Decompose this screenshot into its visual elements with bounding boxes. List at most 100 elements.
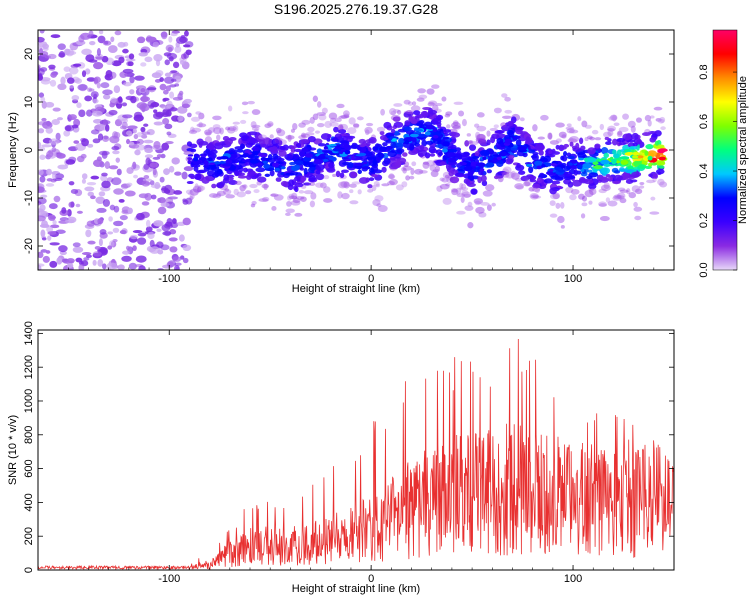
spectrogram-cell	[436, 114, 444, 121]
spectrogram-cell	[655, 168, 665, 175]
spectrogram-cell	[174, 171, 182, 176]
spectrogram-cell	[572, 147, 582, 153]
spectrogram-cell	[647, 150, 657, 158]
spectrogram-cell	[222, 188, 232, 196]
spectrogram-cell	[107, 245, 113, 250]
spectrogram-cell	[264, 173, 271, 177]
spectrogram-cell	[551, 180, 561, 185]
spectrogram-cell	[346, 135, 356, 139]
spectrogram-cell	[271, 205, 277, 211]
spectrogram-cell	[649, 211, 660, 215]
spectrogram-cell	[274, 167, 281, 172]
spectrogram-cell	[203, 164, 210, 169]
spectrogram-cell	[213, 126, 222, 135]
spectrogram-cell	[96, 48, 101, 57]
spectrogram-cell	[72, 242, 81, 248]
spectrogram-cell	[122, 114, 133, 119]
spectrogram-cell	[366, 142, 371, 147]
spectrogram-cell	[333, 126, 339, 133]
spectrogram-cell	[298, 190, 305, 194]
spectrogram-cell	[153, 121, 164, 126]
spectrogram-cell	[170, 78, 177, 82]
spectrogram-cell	[99, 126, 107, 131]
spectrogram-cell	[107, 231, 114, 235]
spectrogram-cell	[40, 96, 46, 103]
spectrogram-cell	[603, 131, 612, 138]
spectrogram-cell	[93, 93, 98, 100]
spectrogram-cell	[232, 121, 241, 125]
spectrogram-cell	[85, 229, 92, 238]
colorbar-label: Normalized spectral amplitude	[737, 76, 749, 224]
spectrogram-cell	[502, 171, 510, 178]
spectrogram-cell	[422, 161, 429, 165]
spectrogram-cell	[303, 182, 312, 186]
spectrogram-cell	[486, 169, 492, 174]
spectrogram-cell	[104, 161, 111, 169]
spectrogram-cell	[616, 138, 626, 143]
spectrogram-cell	[515, 139, 522, 147]
spectrogram-cell	[463, 166, 473, 171]
spectrogram-cell	[437, 151, 443, 156]
spectrogram-cell	[108, 216, 113, 222]
snr-frame	[37, 329, 675, 571]
spectrogram-cell	[557, 215, 565, 224]
spectrogram-cell	[169, 91, 175, 99]
spectrogram-cell	[181, 103, 190, 109]
spectrogram-cell	[594, 137, 602, 141]
spectrogram-cell	[548, 132, 553, 140]
spectrogram-cell	[367, 184, 373, 189]
spectrogram-cell	[656, 160, 666, 166]
spectrogram-cell	[493, 124, 499, 129]
spectrogram-cell	[410, 105, 421, 112]
spectrogram-cell	[164, 123, 173, 130]
spectrogram-cell	[531, 187, 541, 192]
spectrogram-cell	[456, 193, 466, 198]
spectrogram-cell	[480, 174, 487, 182]
spectrogram-cell	[456, 210, 466, 215]
spectrogram-cell	[638, 164, 647, 169]
spectrogram-cell	[95, 56, 104, 60]
spectrogram-cell	[251, 124, 261, 128]
spectrogram-cell	[636, 155, 644, 159]
spectrogram-x-tick-label: 0	[368, 273, 374, 285]
spectrogram-cell	[173, 190, 183, 195]
spectrogram-cell	[580, 145, 586, 151]
spectrogram-cell	[323, 145, 329, 150]
spectrogram-cell	[160, 202, 170, 207]
spectrogram-cell	[168, 165, 175, 173]
spectrogram-cell	[491, 202, 496, 207]
spectrogram-cell	[290, 165, 300, 171]
spectrogram-cell	[619, 189, 629, 193]
spectrogram-cell	[629, 146, 638, 150]
spectrogram-cell	[568, 129, 579, 134]
spectrogram-cell	[279, 146, 286, 151]
spectrogram-cell	[402, 165, 412, 171]
spectrogram-cell	[514, 126, 525, 131]
spectrogram-cell	[45, 183, 55, 187]
spectrogram-cell	[439, 183, 450, 190]
spectrogram-cell	[234, 170, 240, 177]
spectrogram-cell	[72, 246, 84, 253]
spectrogram-cell	[69, 42, 79, 51]
spectrogram-cell	[212, 193, 221, 199]
spectrogram-cell	[480, 202, 490, 206]
spectrogram-cell	[78, 109, 86, 118]
spectrogram-cell	[294, 183, 304, 188]
spectrogram-cell	[565, 126, 575, 131]
spectrogram-cell	[364, 129, 370, 136]
spectrogram-cell	[444, 113, 451, 118]
spectrogram-cell	[343, 181, 350, 189]
spectrogram-cell	[654, 140, 660, 146]
spectrogram-cell	[242, 111, 249, 115]
spectrogram-cell	[573, 169, 578, 176]
spectrogram-cell	[182, 199, 189, 205]
spectrogram-cell	[143, 175, 150, 179]
spectrogram-cell	[426, 160, 435, 167]
spectrogram-cell	[295, 143, 302, 148]
spectrogram-cell	[52, 220, 57, 225]
spectrogram-cell	[616, 192, 626, 200]
spectrogram-cell	[164, 59, 170, 66]
spectrogram-cell	[418, 152, 424, 158]
spectrogram-cell	[471, 189, 478, 195]
spectrogram-cell	[112, 131, 118, 139]
